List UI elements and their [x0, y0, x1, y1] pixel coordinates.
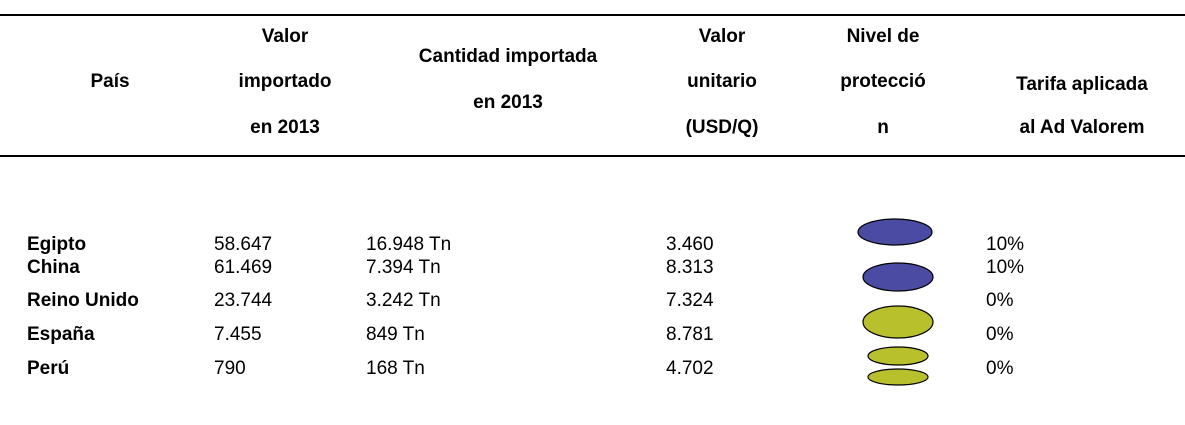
cell: 10% [986, 234, 1025, 255]
country-name: China [27, 257, 80, 278]
column-header: protecció [840, 71, 926, 92]
country-name: Egipto [27, 234, 87, 255]
column-header: n [877, 117, 889, 138]
cell: 23.744 [214, 290, 273, 311]
cell: 168 Tn [366, 358, 425, 379]
cell: 16.948 Tn [366, 234, 452, 255]
protection-ellipse [862, 305, 934, 339]
column-header: al Ad Valorem [1019, 117, 1145, 138]
cell: 10% [986, 257, 1025, 278]
header-rule [0, 155, 1185, 157]
column-header: en 2013 [250, 117, 320, 138]
cell: 3.460 [666, 234, 714, 255]
cell: 0% [986, 324, 1014, 345]
protection-ellipse [867, 368, 929, 386]
cell: 8.781 [666, 324, 714, 345]
cell: 58.647 [214, 234, 273, 255]
country-name: España [27, 324, 95, 345]
protection-ellipse [857, 218, 933, 246]
cell: 0% [986, 290, 1014, 311]
cell: 8.313 [666, 257, 714, 278]
column-header: unitario [687, 71, 757, 92]
top-rule [0, 14, 1185, 16]
cell: 790 [214, 358, 246, 379]
cell: 4.702 [666, 358, 714, 379]
column-header: en 2013 [473, 92, 543, 113]
cell: 0% [986, 358, 1014, 379]
column-header: Nivel de [846, 26, 920, 47]
cell: 849 Tn [366, 324, 425, 345]
protection-ellipse [862, 262, 934, 292]
column-header: importado [238, 71, 332, 92]
cell: 61.469 [214, 257, 273, 278]
column-header: País [90, 71, 130, 92]
country-name: Perú [27, 358, 70, 379]
cell: 3.242 Tn [366, 290, 441, 311]
cell: 7.324 [666, 290, 714, 311]
cell: 7.455 [214, 324, 262, 345]
column-header: Cantidad importada [418, 46, 598, 67]
cell: 7.394 Tn [366, 257, 441, 278]
column-header: (USD/Q) [685, 117, 759, 138]
protection-ellipse [867, 346, 929, 366]
column-header: Tarifa aplicada [1016, 74, 1148, 95]
country-name: Reino Unido [27, 290, 139, 311]
column-header: Valor [698, 26, 746, 47]
column-header: Valor [261, 26, 309, 47]
